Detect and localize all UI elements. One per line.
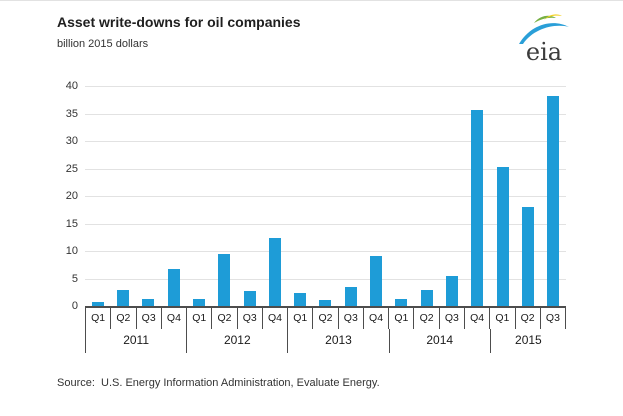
eia-logo-green-leaf (534, 15, 556, 23)
x-axis-quarter-labels: Q1 Q2 Q3 Q4 Q1 Q2 Q3 Q4 Q1 Q2 Q3 Q4 Q1 Q2 Q3 Q4 Q1 Q2 Q3 (85, 308, 567, 329)
bar-2012-q1 (192, 299, 205, 306)
bar-2012-q2 (218, 254, 231, 306)
bar-cell-2013-q3 (338, 86, 363, 306)
bar-2013-q2 (319, 299, 332, 306)
bar-cell-2014-q4 (465, 86, 490, 306)
y-tick-label-35: 35 (65, 107, 78, 120)
bar-cell-2011-q4 (161, 86, 186, 306)
bar-2015-q3 (547, 96, 560, 306)
bar-2012-q3 (243, 291, 256, 306)
quarter-label: Q1 (85, 308, 110, 329)
bar-cell-2014-q3 (439, 86, 464, 306)
bar-cell-2011-q2 (110, 86, 135, 306)
bar-cell-2015-q2 (515, 86, 540, 306)
gridline-30 (85, 141, 566, 142)
eia-logo-text: eia (526, 38, 562, 66)
bar-cell-2013-q1 (288, 86, 313, 306)
x-axis-year-labels: 2011 2012 2013 2014 2015 (85, 329, 566, 353)
bar-2014-q1 (395, 299, 408, 306)
bar-cell-2013-q2 (313, 86, 338, 306)
gridline-5 (85, 278, 566, 280)
gridline-40 (85, 86, 566, 87)
y-axis-labels: 0 5 10 15 20 25 30 35 40 (40, 80, 78, 312)
quarter-label: Q3 (539, 308, 567, 329)
quarter-label: Q1 (388, 308, 413, 329)
quarter-label: Q2 (514, 308, 540, 329)
year-label-2011: 2011 (85, 329, 186, 353)
bar-2011-q4 (167, 269, 180, 306)
bar-2011-q2 (116, 289, 129, 306)
quarter-label: Q3 (135, 308, 161, 329)
eia-logo-blue-swoosh (519, 23, 569, 44)
quarter-label: Q4 (463, 308, 489, 329)
y-tick-label-10: 10 (65, 245, 78, 257)
bar-cell-2012-q2 (212, 86, 237, 306)
bar-2013-q3 (344, 287, 357, 306)
bar-cell-2015-q1 (490, 86, 515, 306)
gridline-20 (85, 196, 566, 197)
quarter-label: Q3 (438, 308, 464, 329)
bar-cell-2012-q1 (186, 86, 211, 306)
plot-area (85, 86, 566, 308)
y-tick-label-20: 20 (65, 190, 78, 202)
quarter-label: Q3 (337, 308, 363, 329)
quarter-label: Q2 (211, 308, 236, 329)
quarter-label: Q1 (287, 308, 312, 329)
quarter-label: Q1 (186, 308, 211, 329)
bar-2015-q1 (496, 167, 509, 306)
y-tick-label-5: 5 (71, 272, 78, 285)
bar-2011-q3 (142, 299, 155, 306)
bar-cell-2013-q4 (363, 86, 388, 306)
bar-cell-2011-q3 (136, 86, 161, 306)
source-note: Source: U.S. Energy Information Administ… (57, 377, 380, 389)
bar-cell-2015-q3 (541, 86, 566, 306)
bar-2014-q4 (471, 110, 484, 306)
year-label-2012: 2012 (186, 329, 287, 353)
year-label-2015: 2015 (489, 329, 566, 353)
year-label-2013: 2013 (287, 329, 388, 353)
bar-2011-q1 (91, 301, 104, 306)
bar-cell-2011-q1 (85, 86, 110, 306)
bar-cell-2014-q2 (414, 86, 439, 306)
quarter-label: Q4 (261, 308, 287, 329)
y-tick-label-0: 0 (71, 300, 78, 312)
bar-2013-q1 (294, 293, 307, 306)
quarter-label: Q1 (489, 308, 514, 329)
chart-title: Asset write-downs for oil companies (57, 14, 301, 30)
gridline-10 (85, 251, 566, 252)
quarter-label: Q4 (160, 308, 186, 329)
chart-units-label: billion 2015 dollars (57, 38, 149, 50)
gridline-15 (85, 223, 566, 225)
bar-cell-2012-q4 (262, 86, 287, 306)
quarter-label: Q4 (362, 308, 388, 329)
bars-row (85, 86, 566, 306)
y-tick-label-25: 25 (65, 162, 78, 175)
y-tick-label-40: 40 (65, 80, 78, 92)
gridline-25 (85, 168, 566, 170)
quarter-label: Q2 (413, 308, 438, 329)
year-label-2014: 2014 (388, 329, 490, 353)
bar-2014-q2 (420, 290, 433, 306)
eia-logo: eia (519, 14, 569, 66)
bar-cell-2014-q1 (389, 86, 414, 306)
bar-2013-q4 (370, 255, 383, 306)
y-tick-label-30: 30 (65, 135, 78, 147)
eia-logo-yellow-leaf (544, 14, 562, 20)
y-tick-label-15: 15 (65, 217, 78, 230)
bar-2014-q3 (446, 276, 459, 306)
bar-cell-2012-q3 (237, 86, 262, 306)
quarter-label: Q2 (312, 308, 337, 329)
bar-2015-q2 (521, 207, 534, 306)
gridline-35 (85, 113, 566, 115)
quarter-label: Q2 (110, 308, 135, 329)
bar-2012-q4 (268, 237, 281, 306)
quarter-label: Q3 (236, 308, 262, 329)
